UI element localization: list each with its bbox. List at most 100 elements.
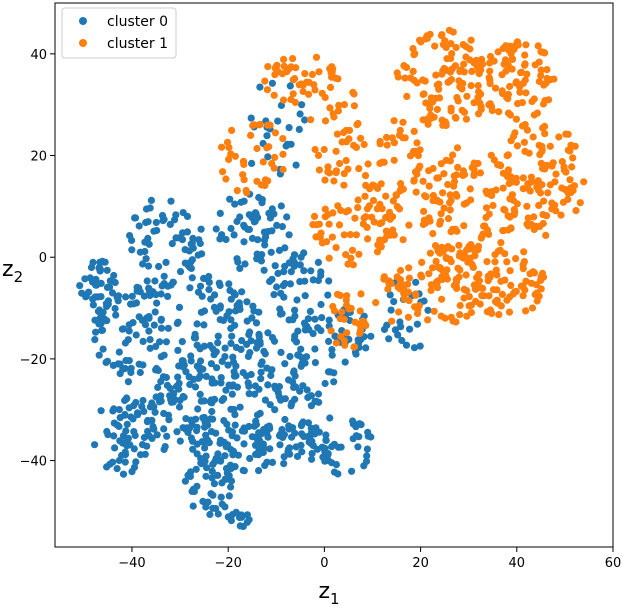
legend-label-cluster-0: cluster 0: [107, 14, 168, 30]
scatter-point: [239, 171, 247, 179]
scatter-point: [355, 165, 363, 173]
scatter-point: [540, 48, 548, 56]
scatter-point: [350, 141, 358, 149]
scatter-point: [427, 286, 435, 294]
scatter-point: [354, 443, 362, 451]
scatter-point: [326, 414, 334, 422]
scatter-point: [188, 274, 196, 282]
scatter-point: [311, 398, 319, 406]
scatter-point: [176, 268, 185, 276]
scatter-point: [429, 191, 437, 200]
scatter-point: [193, 427, 201, 435]
scatter-point: [260, 266, 268, 274]
scatter-point: [245, 422, 253, 431]
scatter-point: [304, 315, 312, 323]
scatter-point: [174, 346, 182, 354]
x-tick-label: 40: [509, 556, 526, 571]
scatter-point: [513, 142, 522, 150]
scatter-point: [340, 101, 348, 109]
scatter-point: [549, 159, 557, 167]
scatter-point: [225, 280, 233, 288]
scatter-point: [299, 87, 307, 96]
scatter-point: [154, 383, 162, 391]
scatter-point: [552, 170, 560, 178]
scatter-point: [253, 250, 261, 258]
scatter-point: [291, 98, 299, 106]
scatter-point: [232, 362, 240, 370]
scatter-point: [504, 166, 512, 174]
scatter-point: [465, 293, 473, 301]
scatter-point: [402, 341, 411, 349]
scatter-point: [324, 291, 332, 299]
scatter-point: [217, 379, 225, 387]
scatter-point: [221, 452, 229, 460]
scatter-point: [223, 312, 231, 320]
scatter-point: [370, 218, 378, 226]
scatter-point: [227, 483, 235, 491]
scatter-point: [207, 428, 216, 436]
scatter-point: [280, 268, 288, 276]
scatter-point: [539, 124, 547, 132]
scatter-point: [285, 124, 293, 132]
scatter-point: [538, 142, 546, 151]
scatter-point: [362, 213, 370, 221]
scatter-point: [208, 407, 216, 416]
plot-frame: [54, 2, 614, 548]
scatter-point: [494, 48, 502, 56]
scatter-point: [128, 236, 136, 244]
scatter-point: [267, 248, 275, 256]
scatter-point: [537, 72, 545, 80]
scatter-point: [118, 451, 126, 460]
scatter-point: [151, 277, 159, 285]
scatter-point: [298, 101, 306, 109]
scatter-point: [477, 66, 485, 74]
scatter-point: [236, 213, 244, 221]
scatter-point: [98, 326, 107, 334]
scatter-point: [330, 177, 338, 185]
scatter-point: [252, 344, 261, 352]
scatter-point: [207, 360, 215, 368]
scatter-point: [383, 231, 391, 239]
scatter-point: [528, 304, 537, 312]
scatter-point: [429, 264, 437, 272]
scatter-point: [412, 188, 420, 196]
scatter-point: [504, 61, 512, 69]
scatter-point: [426, 99, 434, 107]
scatter-point: [185, 373, 193, 381]
scatter-point: [325, 337, 333, 345]
scatter-point: [119, 470, 128, 478]
scatter-point: [311, 145, 319, 154]
scatter-point: [157, 290, 165, 298]
scatter-point: [287, 268, 295, 276]
scatter-point: [419, 177, 427, 185]
scatter-point: [478, 60, 487, 68]
scatter-point: [492, 186, 500, 194]
scatter-point: [309, 276, 317, 284]
scatter-point: [496, 162, 505, 170]
scatter-point: [233, 255, 241, 263]
scatter-point: [96, 265, 104, 273]
scatter-point: [403, 92, 411, 100]
scatter-point: [252, 213, 260, 221]
scatter-point: [164, 282, 172, 290]
scatter-point: [285, 422, 293, 430]
scatter-point: [291, 429, 299, 437]
scatter-point: [273, 283, 281, 291]
scatter-point: [141, 321, 150, 329]
scatter-point: [334, 202, 342, 210]
scatter-point: [212, 307, 220, 315]
scatter-point: [224, 361, 232, 369]
scatter-point: [441, 37, 449, 45]
scatter-point: [146, 204, 154, 212]
scatter-point: [488, 106, 496, 115]
scatter-point: [507, 224, 515, 232]
scatter-point: [289, 55, 297, 63]
scatter-point: [228, 126, 236, 134]
scatter-point: [264, 121, 272, 129]
scatter-point: [517, 68, 526, 76]
scatter-point: [261, 77, 269, 85]
scatter-point: [458, 85, 466, 93]
scatter-point: [357, 134, 365, 142]
scatter-point: [439, 189, 447, 197]
scatter-point: [325, 254, 333, 262]
